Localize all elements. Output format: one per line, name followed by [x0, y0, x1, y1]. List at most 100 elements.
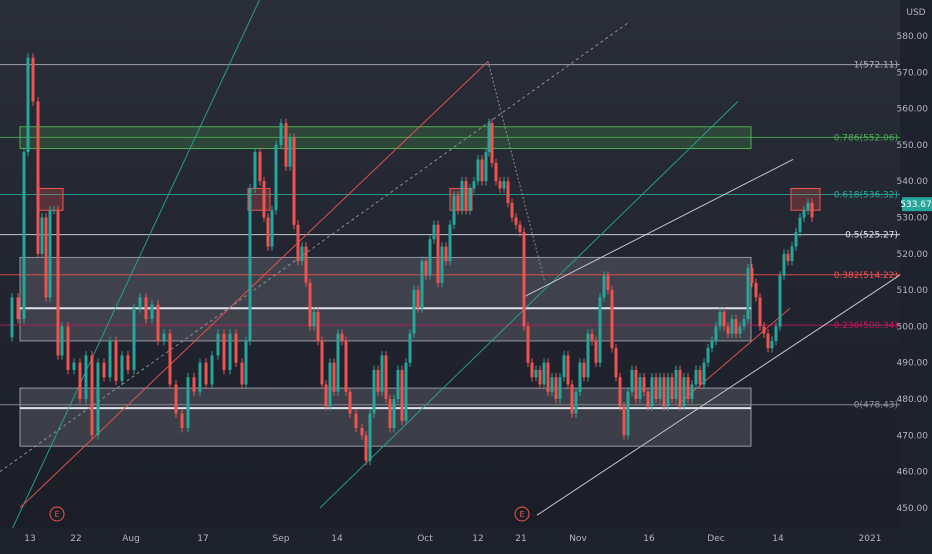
candle-158 — [710, 340, 714, 349]
candle-79 — [396, 369, 400, 399]
candle-142 — [646, 391, 650, 407]
candle-38 — [216, 333, 220, 356]
candle-174 — [774, 326, 778, 341]
candle-92 — [448, 224, 452, 262]
candle-67 — [344, 340, 348, 392]
candle-118 — [550, 377, 554, 392]
candle-181 — [802, 210, 806, 218]
time-tick-11: Dec — [707, 534, 724, 544]
candle-122 — [566, 355, 570, 385]
candle-11 — [56, 210, 60, 356]
candle-83 — [412, 290, 416, 334]
candle-124 — [574, 391, 578, 414]
candle-41 — [234, 333, 238, 363]
candle-180 — [798, 217, 802, 233]
candle-57 — [304, 246, 308, 283]
price-tick-0: 450.00 — [897, 504, 929, 514]
candle-25 — [138, 297, 142, 309]
candle-110 — [518, 224, 522, 233]
middle-range-zone — [19, 256, 752, 342]
candle-132 — [606, 275, 610, 291]
candle-28 — [156, 304, 160, 341]
candle-128 — [590, 333, 594, 341]
candle-2 — [16, 297, 20, 320]
candle-111 — [522, 232, 526, 327]
candle-68 — [348, 391, 352, 414]
candle-4 — [26, 57, 30, 153]
candle-35 — [198, 362, 202, 392]
time-tick-3: 17 — [197, 534, 208, 544]
candle-76 — [384, 355, 388, 399]
candle-140 — [638, 377, 642, 399]
last-price-tag — [902, 197, 932, 212]
candle-29 — [162, 333, 166, 341]
candle-103 — [490, 123, 494, 164]
time-tick-5: 14 — [331, 534, 343, 544]
earnings-marker-label-1: E — [519, 510, 524, 519]
candle-40 — [228, 333, 232, 370]
candle-112 — [526, 326, 530, 363]
price-tick-7: 520.00 — [897, 250, 929, 260]
candle-159 — [714, 326, 718, 341]
candle-80 — [400, 369, 404, 421]
candle-126 — [582, 362, 586, 378]
candle-100 — [480, 159, 484, 182]
price-tick-4: 490.00 — [897, 359, 929, 369]
candle-97 — [468, 188, 472, 211]
candle-89 — [436, 224, 440, 283]
fib-label-6: 0(478.43) — [854, 401, 898, 411]
candle-162 — [726, 326, 730, 334]
candle-93 — [452, 195, 456, 225]
candle-164 — [734, 319, 738, 334]
candle-125 — [578, 362, 582, 392]
candle-42 — [240, 362, 244, 385]
candle-127 — [586, 333, 590, 378]
candle-62 — [324, 384, 328, 407]
time-tick-12: 14 — [772, 534, 784, 544]
candle-152 — [686, 377, 690, 399]
candle-160 — [718, 311, 722, 327]
time-axis — [0, 528, 900, 550]
candle-59 — [312, 311, 316, 327]
candle-134 — [614, 348, 618, 378]
candle-96 — [464, 181, 468, 211]
candle-146 — [662, 377, 666, 407]
candle-157 — [706, 348, 710, 363]
channel-line-lower — [319, 100, 739, 509]
earnings-marker-1 — [514, 506, 530, 522]
candle-88 — [432, 224, 436, 240]
time-tick-8: 21 — [515, 534, 526, 544]
candle-130 — [598, 297, 602, 363]
candle-94 — [456, 195, 460, 211]
candle-58 — [308, 282, 312, 327]
candle-179 — [794, 232, 798, 247]
price-tick-10: 550.00 — [897, 141, 929, 151]
candle-65 — [336, 333, 340, 392]
candle-108 — [510, 202, 514, 218]
candle-86 — [424, 261, 428, 276]
candle-78 — [392, 399, 396, 429]
fib-label-0: 1(572.11) — [854, 61, 898, 71]
candle-107 — [506, 181, 510, 203]
currency-label: USD — [906, 8, 925, 18]
candle-6 — [36, 101, 40, 254]
price-tick-11: 560.00 — [897, 105, 929, 115]
candle-171 — [762, 326, 766, 334]
candle-105 — [498, 181, 502, 189]
last-price-label: 533.67 — [900, 200, 932, 210]
candle-22 — [120, 355, 124, 381]
fib-label-1: 0.786(552.06) — [834, 133, 898, 143]
candle-138 — [630, 369, 634, 392]
candle-143 — [650, 377, 654, 407]
candle-117 — [546, 362, 550, 392]
candle-8 — [44, 217, 48, 298]
candle-90 — [440, 246, 444, 283]
candle-17 — [90, 355, 94, 436]
price-tick-8: 530.00 — [897, 214, 929, 224]
candle-137 — [626, 391, 630, 436]
time-tick-9: Nov — [569, 534, 587, 544]
candle-91 — [444, 246, 448, 262]
candle-98 — [472, 181, 476, 189]
